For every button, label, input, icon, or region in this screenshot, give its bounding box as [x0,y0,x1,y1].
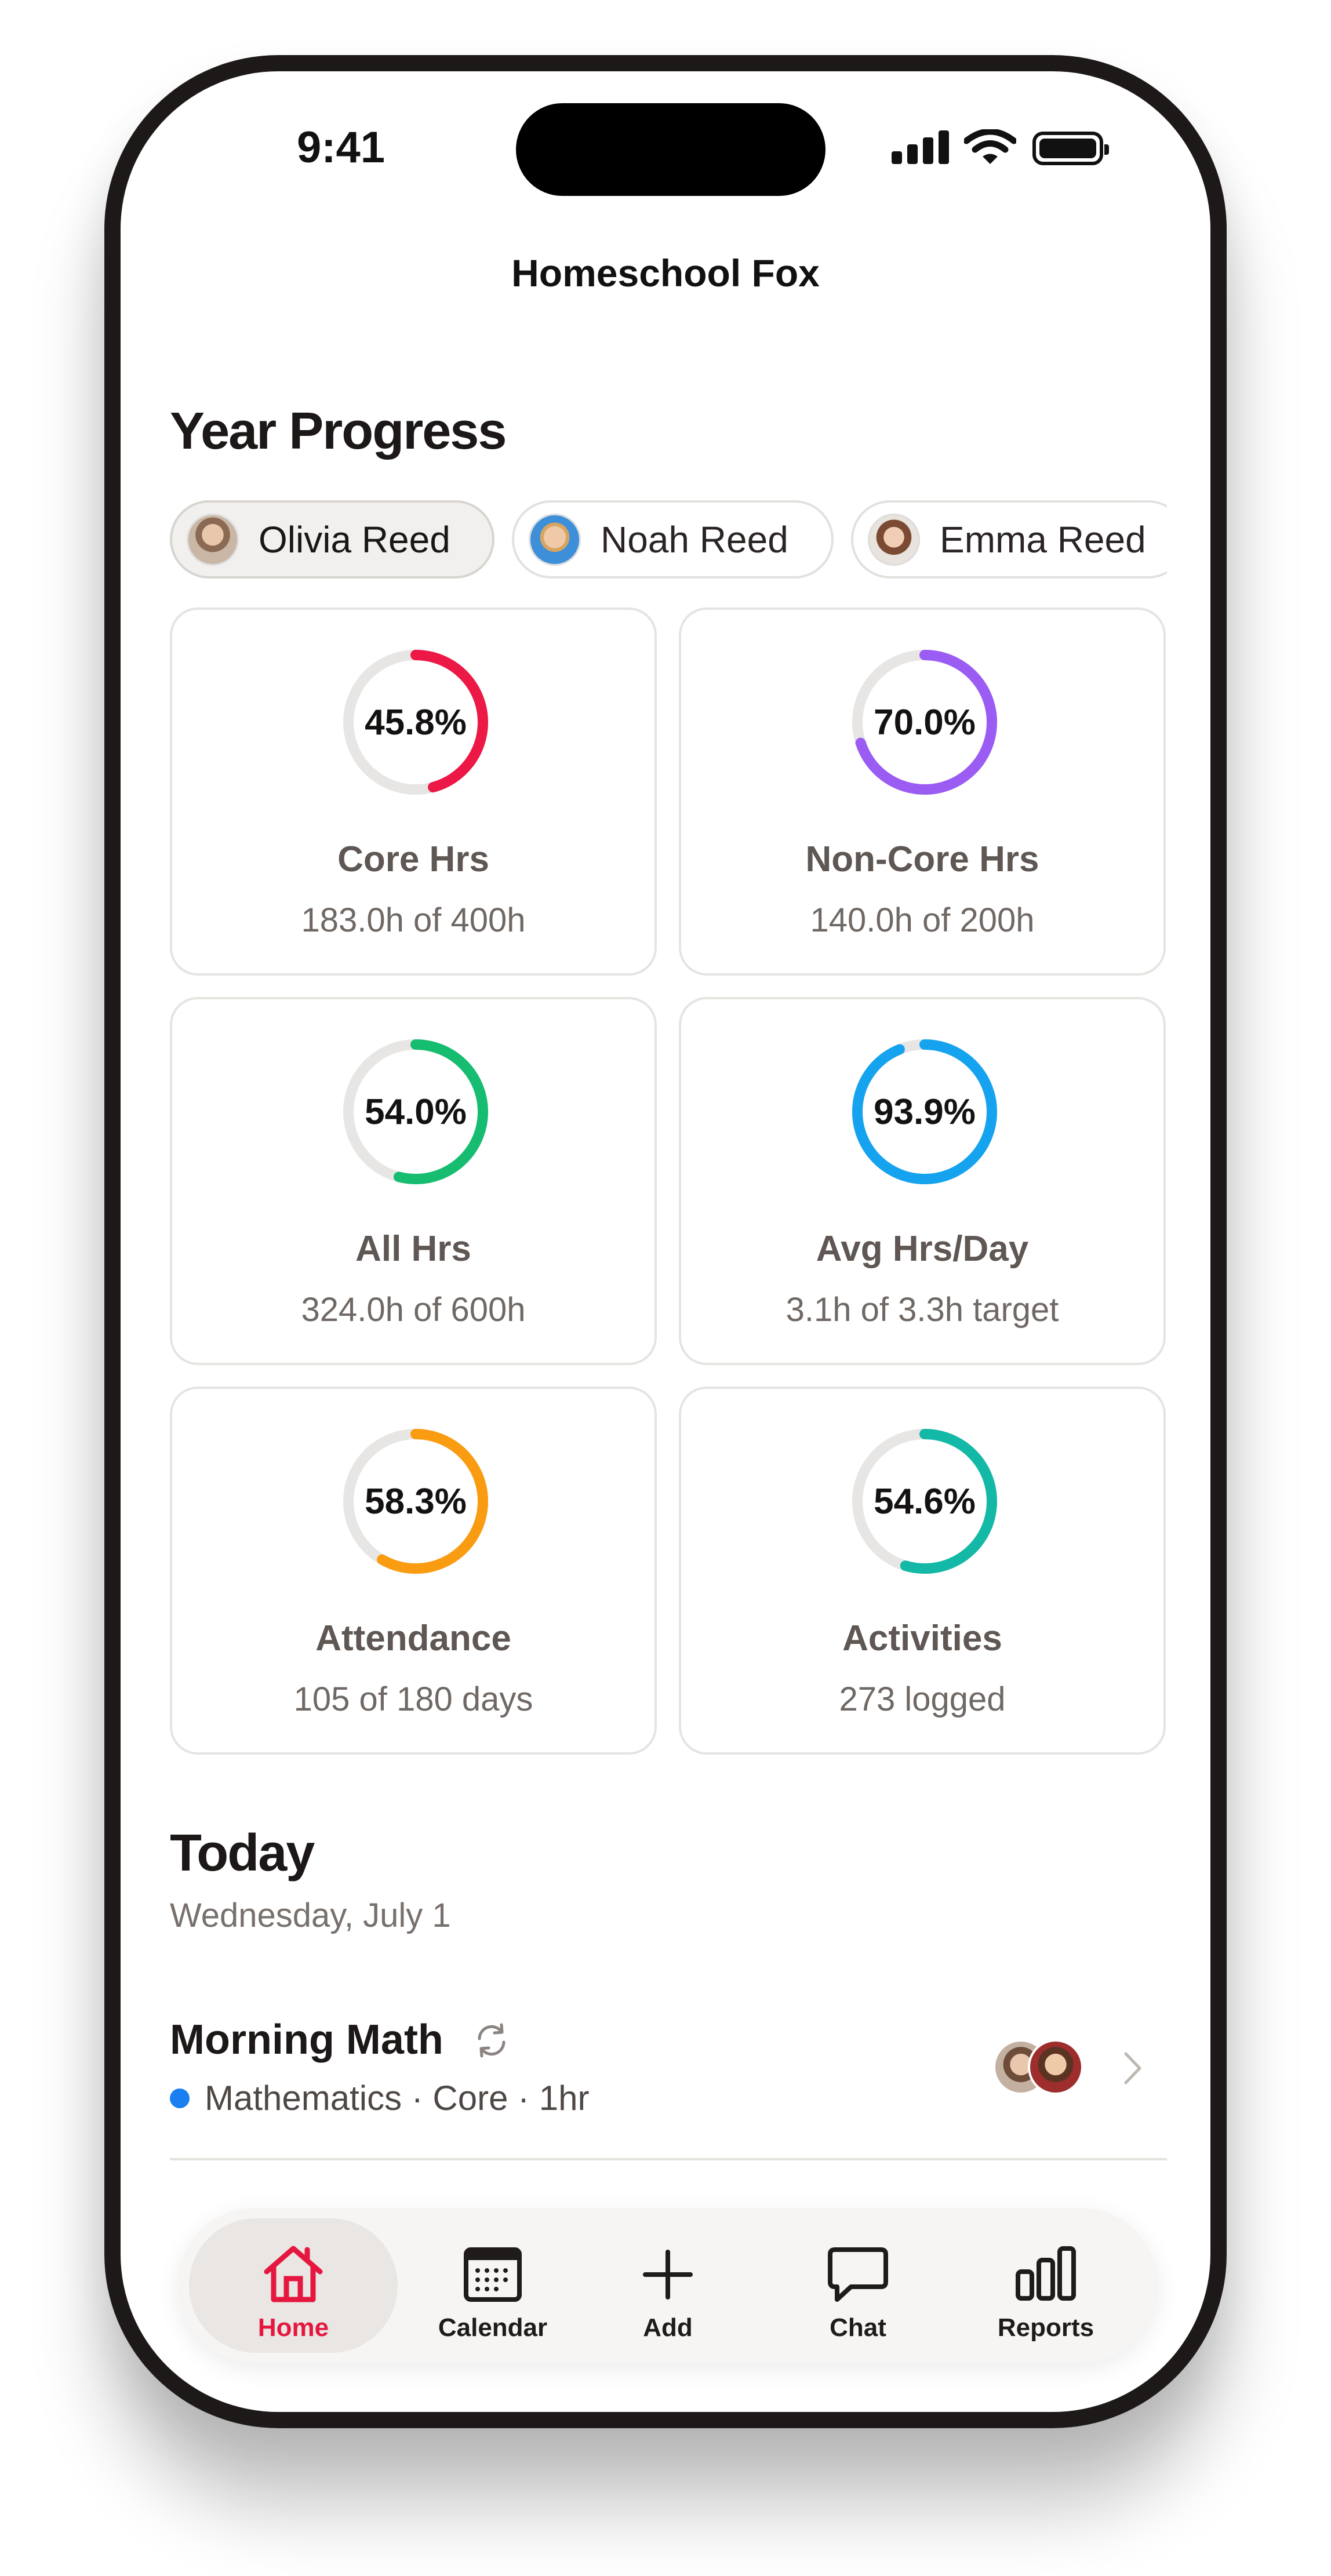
progress-ring [343,1039,488,1184]
tab-label: Calendar [438,2313,548,2342]
progress-percent: 45.8% [365,702,467,743]
tab-chat[interactable]: Chat [754,2218,962,2353]
app-title: Homeschool Fox [511,252,820,294]
stat-detail: 105 of 180 days [293,1680,533,1718]
avatar [529,513,581,566]
stat-title: All Hrs [355,1229,471,1269]
today-heading: Today [170,1824,315,1882]
chevron-right-icon[interactable] [1118,2048,1147,2089]
progress-ring [343,1429,488,1574]
stat-title: Avg Hrs/Day [816,1229,1029,1269]
event-participants [993,2039,1092,2097]
chat-icon [828,2247,888,2302]
progress-ring [852,650,997,795]
app-screen: 9:41 Homeschool Fox Year Progress [121,71,1210,2412]
stat-card-avg-hrs-day[interactable]: 93.9% Avg Hrs/Day 3.1h of 3.3h target [679,997,1166,1365]
event-meta-text: Mathematics · Core · 1hr [205,2079,590,2117]
progress-percent: 54.0% [365,1091,467,1132]
divider [170,2158,1167,2160]
stat-title: Non-Core Hrs [805,839,1039,879]
stat-card-attendance[interactable]: 58.3% Attendance 105 of 180 days [170,1387,657,1755]
year-progress-heading: Year Progress [170,402,507,460]
plus-icon [643,2250,693,2300]
bottom-tab-bar: Home Calendar Add [177,2208,1158,2363]
phone-frame: 9:41 Homeschool Fox Year Progress [104,55,1227,2428]
stat-detail: 273 logged [839,1680,1006,1718]
status-time: 9:41 [296,123,386,172]
stat-detail: 324.0h of 600h [301,1291,526,1329]
stat-title: Activities [842,1618,1002,1658]
event-meta: Mathematics · Core · 1hr [170,2078,590,2118]
today-date: Wednesday, July 1 [170,1897,451,1934]
tab-label: Add [643,2313,693,2342]
stat-detail: 3.1h of 3.3h target [785,1291,1059,1329]
avatar [187,513,239,566]
stat-detail: 183.0h of 400h [301,901,526,939]
child-pill-emma[interactable]: Emma Reed [851,500,1167,578]
progress-ring [852,1039,997,1184]
avatar [868,513,920,566]
signal-icon [892,129,950,164]
avatar [1028,2039,1083,2095]
progress-ring [852,1429,997,1574]
event-title[interactable]: Morning Math [170,2017,443,2063]
subject-color-dot [170,2088,190,2108]
tab-add[interactable]: Add [563,2218,772,2353]
calendar-icon [464,2247,522,2302]
stat-card-activities[interactable]: 54.6% Activities 273 logged [679,1387,1166,1755]
repeat-icon [478,2023,506,2058]
stat-title: Core Hrs [337,839,489,879]
child-name: Olivia Reed [259,518,450,561]
progress-percent: 93.9% [874,1091,976,1132]
battery-icon [1032,132,1109,165]
stat-title: Attendance [315,1618,511,1658]
stat-card-non-core-hrs[interactable]: 70.0% Non-Core Hrs 140.0h of 200h [679,607,1166,976]
child-pill-noah[interactable]: Noah Reed [512,500,834,578]
progress-percent: 70.0% [874,702,976,743]
tab-calendar[interactable]: Calendar [388,2218,597,2353]
child-name: Emma Reed [940,518,1146,561]
progress-ring [343,650,488,795]
progress-percent: 54.6% [874,1481,976,1522]
stat-card-all-hrs[interactable]: 54.0% All Hrs 324.0h of 600h [170,997,657,1365]
tab-label: Reports [997,2313,1094,2342]
dynamic-island [516,103,825,196]
tab-label: Home [257,2313,329,2342]
home-icon [264,2246,323,2302]
child-name: Noah Reed [601,518,788,561]
stat-card-core-hrs[interactable]: 45.8% Core Hrs 183.0h of 400h [170,607,657,976]
bar-chart-icon [1016,2246,1076,2301]
wifi-icon [964,129,1016,164]
progress-percent: 58.3% [365,1481,467,1522]
tab-home[interactable]: Home [189,2218,398,2353]
child-selector: Olivia Reed Noah Reed Emma Reed [170,500,1167,581]
stat-detail: 140.0h of 200h [810,901,1035,939]
tab-reports[interactable]: Reports [941,2218,1150,2353]
child-pill-olivia[interactable]: Olivia Reed [170,500,494,578]
tab-label: Chat [830,2313,886,2342]
